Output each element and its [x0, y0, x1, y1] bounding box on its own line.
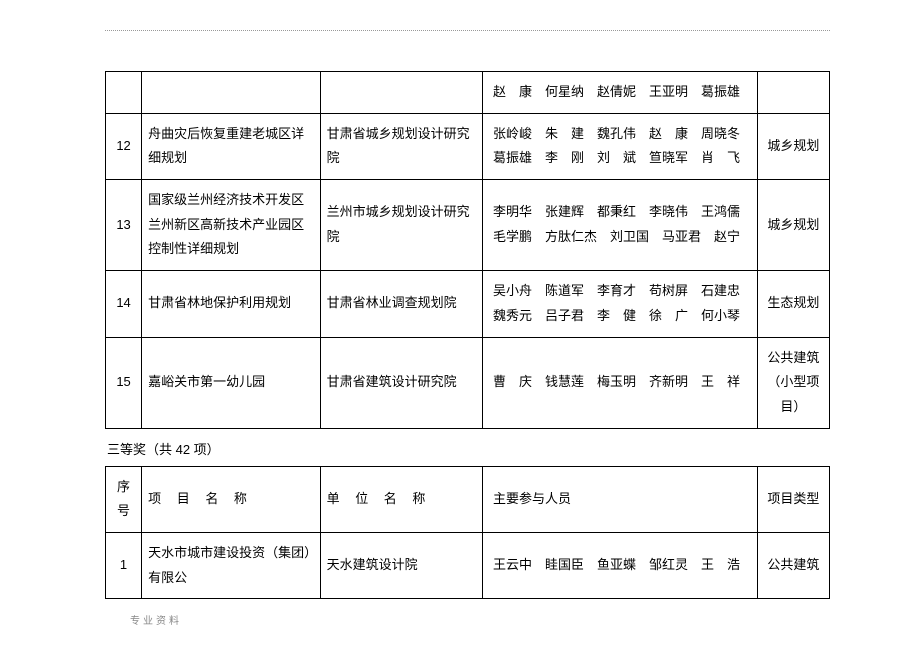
cell-type: 生态规划	[757, 271, 829, 337]
cell-people: 张岭峻 朱 建 魏孔伟 赵 康 周晓冬 葛振雄 李 刚 刘 斌 笪晓军 肖 飞	[483, 113, 758, 179]
cell-type: 城乡规划	[757, 113, 829, 179]
table-row: 14 甘肃省林地保护利用规划 甘肃省林业调查规划院 吴小舟 陈道军 李育才 苟树…	[106, 271, 830, 337]
cell-project: 嘉峪关市第一幼儿园	[142, 337, 320, 428]
table-header-row: 序号 项 目 名 称 单 位 名 称 主要参与人员 项目类型	[106, 466, 830, 532]
section-subtitle: 三等奖（共 42 项）	[107, 439, 830, 458]
cell-unit: 甘肃省城乡规划设计研究院	[320, 113, 482, 179]
cell-people: 曹 庆 钱慧莲 梅玉明 齐新明 王 祥	[483, 337, 758, 428]
cell-unit: 兰州市城乡规划设计研究院	[320, 180, 482, 271]
cell-type: 城乡规划	[757, 180, 829, 271]
table-row: 13 国家级兰州经济技术开发区兰州新区高新技术产业园区控制性详细规划 兰州市城乡…	[106, 180, 830, 271]
cell-type	[757, 72, 829, 114]
cell-people: 李明华 张建辉 都秉红 李晓伟 王鸿儒 毛学鹏 方肽仁杰 刘卫国 马亚君 赵宁	[483, 180, 758, 271]
header-people: 主要参与人员	[483, 466, 758, 532]
cell-people: 吴小舟 陈道军 李育才 苟树屏 石建忠 魏秀元 吕子君 李 健 徐 广 何小琴	[483, 271, 758, 337]
cell-unit: 甘肃省建筑设计研究院	[320, 337, 482, 428]
cell-num: 12	[106, 113, 142, 179]
table-row: 赵 康 何星纳 赵倩妮 王亚明 葛振雄	[106, 72, 830, 114]
cell-project: 舟曲灾后恢复重建老城区详细规划	[142, 113, 320, 179]
table-row: 1 天水市城市建设投资（集团）有限公 天水建筑设计院 王云中 眭国臣 鱼亚蝶 邹…	[106, 532, 830, 598]
cell-type: 公共建筑（小型项目）	[757, 337, 829, 428]
cell-type: 公共建筑	[757, 532, 829, 598]
cell-people: 赵 康 何星纳 赵倩妮 王亚明 葛振雄	[483, 72, 758, 114]
awards-table-2: 序号 项 目 名 称 单 位 名 称 主要参与人员 项目类型 1 天水市城市建设…	[105, 466, 830, 600]
header-type: 项目类型	[757, 466, 829, 532]
cell-num: 13	[106, 180, 142, 271]
cell-num: 14	[106, 271, 142, 337]
cell-project: 甘肃省林地保护利用规划	[142, 271, 320, 337]
cell-unit	[320, 72, 482, 114]
header-divider	[105, 30, 830, 31]
cell-project	[142, 72, 320, 114]
cell-num: 1	[106, 532, 142, 598]
cell-people: 王云中 眭国臣 鱼亚蝶 邹红灵 王 浩	[483, 532, 758, 598]
header-project: 项 目 名 称	[142, 466, 320, 532]
cell-project: 天水市城市建设投资（集团）有限公	[142, 532, 320, 598]
table-row: 12 舟曲灾后恢复重建老城区详细规划 甘肃省城乡规划设计研究院 张岭峻 朱 建 …	[106, 113, 830, 179]
cell-project: 国家级兰州经济技术开发区兰州新区高新技术产业园区控制性详细规划	[142, 180, 320, 271]
cell-unit: 天水建筑设计院	[320, 532, 482, 598]
footer-text: 专业资料	[130, 612, 182, 627]
header-num: 序号	[106, 466, 142, 532]
cell-unit: 甘肃省林业调查规划院	[320, 271, 482, 337]
cell-num: 15	[106, 337, 142, 428]
cell-num	[106, 72, 142, 114]
awards-table-1: 赵 康 何星纳 赵倩妮 王亚明 葛振雄 12 舟曲灾后恢复重建老城区详细规划 甘…	[105, 71, 830, 429]
table-row: 15 嘉峪关市第一幼儿园 甘肃省建筑设计研究院 曹 庆 钱慧莲 梅玉明 齐新明 …	[106, 337, 830, 428]
header-unit: 单 位 名 称	[320, 466, 482, 532]
